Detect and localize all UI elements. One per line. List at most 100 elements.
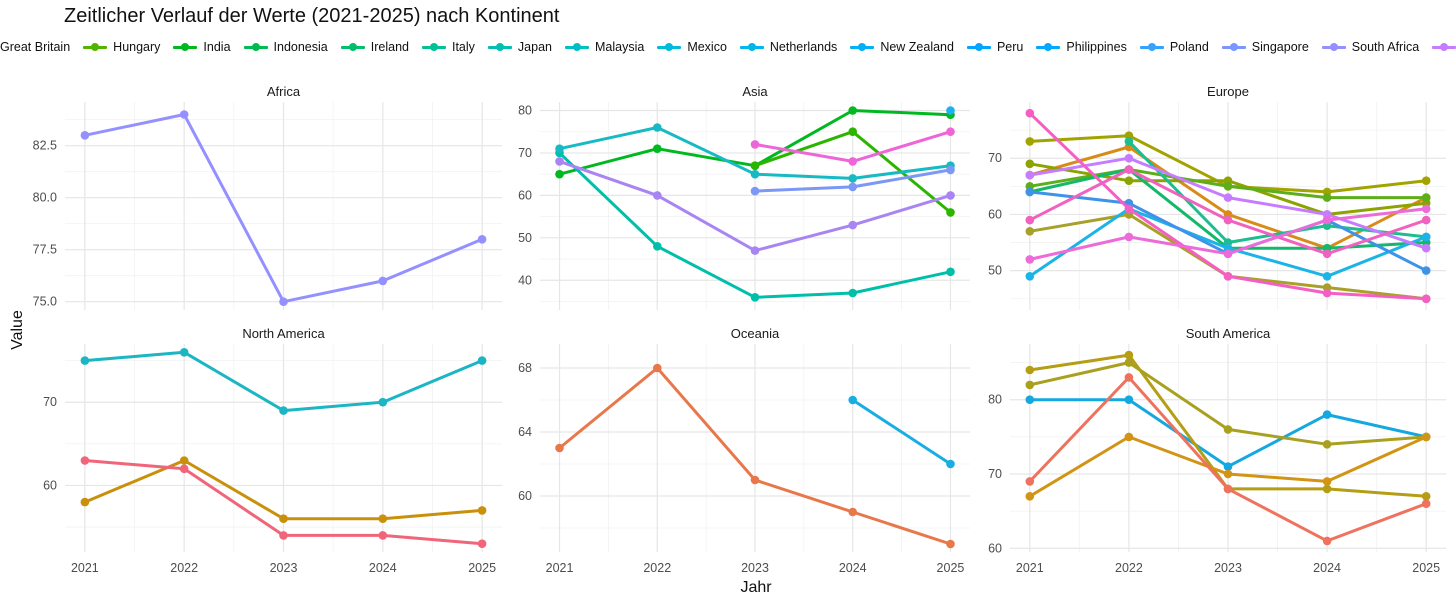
data-point [555,169,564,179]
data-point [750,186,760,196]
data-point [848,182,857,192]
series-europe-series-4 [1025,153,1431,253]
legend-item-philippines: Philippines [1036,40,1127,54]
legend-label: Great Britain [0,39,71,54]
data-point [750,293,760,302]
data-point [80,356,90,365]
legend-label: India [203,39,231,54]
data-point [848,157,857,166]
x-tick-label: 2023 [270,561,298,575]
data-point [848,395,857,405]
panel-title: North America [242,326,325,341]
panel-title: Africa [267,84,301,99]
data-point [848,288,857,298]
data-point [1223,272,1233,281]
panel-title: Asia [742,84,768,99]
y-tick-label: 70 [988,151,1002,165]
x-tick-label: 2024 [839,561,867,575]
legend-label: Hungary [113,39,161,54]
data-point [477,539,487,548]
data-point [1421,232,1431,242]
data-point [1322,215,1332,225]
data-point [1025,159,1035,169]
data-point [653,123,662,132]
data-point [80,131,90,140]
data-point [1223,215,1233,225]
data-point [1025,395,1035,405]
legend-item-truncated [1432,40,1456,54]
data-point [80,456,90,465]
series-south-africa [80,110,487,307]
data-point [1025,255,1035,264]
series-europe-series-7 [1025,204,1431,264]
y-tick-label: 70 [518,146,532,160]
y-tick-label: 70 [43,395,57,409]
data-point [1223,249,1233,259]
x-tick-label: 2025 [1412,561,1440,575]
data-point [946,208,955,217]
data-point [179,348,189,357]
legend-key [487,40,512,54]
legend-label: Mexico [687,39,727,54]
legend-key [173,40,198,54]
data-point [750,246,760,255]
data-point [653,144,662,153]
legend-key [1432,40,1456,54]
legend-item-malaysia: Malaysia [564,39,645,54]
legend-label: Malaysia [594,39,645,54]
series-philippines [946,106,955,115]
data-point [1025,477,1035,486]
data-point [848,220,857,230]
data-point [1025,227,1035,236]
data-point [946,165,955,175]
data-point [1223,182,1233,191]
data-point [1025,108,1035,118]
legend-key [421,40,446,54]
data-point [279,297,288,307]
data-point [1421,243,1431,253]
data-point [378,514,388,523]
series-mexico [80,348,487,415]
data-point [179,456,189,465]
data-point [750,161,760,170]
data-point [1124,153,1134,163]
x-tick-label: 2022 [643,561,671,575]
y-tick-label: 60 [518,489,532,503]
data-point [1223,425,1233,434]
x-tick-label: 2022 [170,561,198,575]
legend-item-ireland: Ireland [340,39,409,54]
panel-north-america: North America 60 70 2021 2022 2023 2024 2025 [43,326,502,575]
data-point [477,356,487,365]
y-tick-label: 68 [518,361,532,375]
data-point [378,276,388,286]
x-tick-label: 2021 [71,561,99,575]
y-tick-label: 50 [988,264,1002,278]
legend-key [1321,40,1346,54]
series-asia-series-b [750,127,955,166]
y-tick-label: 60 [518,188,532,202]
y-tick-label: 60 [988,207,1002,221]
x-tick-label: 2023 [1214,561,1242,575]
legend-item-japan: Japan [487,40,552,54]
data-point [80,497,90,507]
legend-key [564,40,589,54]
legend-label: Ireland [370,39,409,54]
legend-label: Indonesia [273,39,328,54]
legend-key [340,40,365,54]
x-tick-label: 2021 [546,561,574,575]
data-point [750,169,760,179]
data-point [1124,373,1134,382]
data-point [1223,484,1233,494]
x-axis-title: Jahr [740,579,772,596]
legend-key [739,40,764,54]
data-point [946,539,955,549]
data-point [555,157,564,166]
x-tick-label: 2021 [1016,561,1044,575]
data-point [378,397,388,407]
data-point [1025,137,1035,146]
data-point [653,242,662,251]
data-point [1322,288,1332,298]
panel-title: Europe [1207,84,1249,99]
data-point [179,110,189,119]
